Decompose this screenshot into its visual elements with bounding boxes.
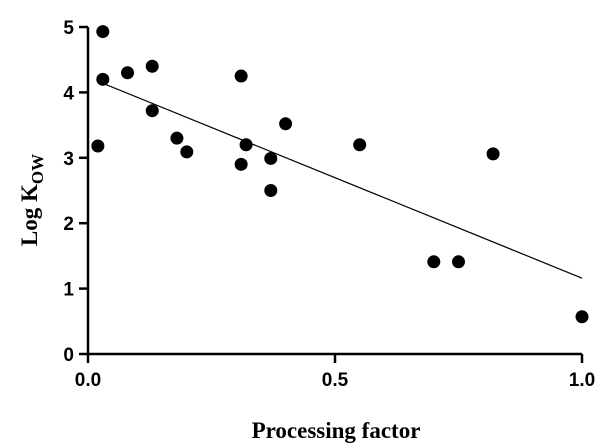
x-tick-label: 0.0 [75, 370, 101, 391]
data-points [91, 25, 589, 324]
data-point [234, 69, 248, 83]
y-tick-label: 2 [63, 214, 74, 235]
x-axis-title: Processing factor [252, 418, 421, 443]
x-ticks: 0.0 0.5 1.0 [75, 354, 595, 391]
y-tick-label: 5 [63, 18, 74, 39]
y-ticks: 0 1 2 3 4 5 [63, 18, 88, 366]
y-axis-title: Log KOW [17, 154, 47, 246]
y-tick-label: 1 [63, 280, 74, 301]
data-point [121, 66, 135, 80]
data-point [145, 59, 159, 73]
data-point [96, 25, 110, 39]
y-tick-label: 0 [63, 345, 74, 366]
data-point [279, 117, 293, 131]
data-point [91, 139, 105, 153]
y-tick-label: 4 [63, 83, 74, 104]
data-point [180, 145, 194, 159]
x-tick-label: 0.5 [322, 370, 349, 391]
data-point [145, 104, 159, 118]
trend-line [97, 80, 583, 279]
data-point [575, 310, 589, 324]
y-axis-title-main: Log K [17, 184, 42, 246]
axes [86, 27, 582, 356]
data-point [486, 147, 500, 161]
y-axis-title-subscript: OW [28, 154, 47, 184]
data-point [452, 255, 465, 269]
data-point [427, 255, 441, 269]
data-point [353, 138, 367, 152]
y-tick-label: 3 [63, 149, 74, 170]
data-point [264, 184, 278, 197]
data-point [234, 157, 248, 171]
data-point [264, 151, 278, 165]
data-point [170, 131, 184, 145]
x-tick-label: 1.0 [569, 370, 595, 391]
data-point [96, 72, 110, 86]
data-point [239, 138, 253, 152]
